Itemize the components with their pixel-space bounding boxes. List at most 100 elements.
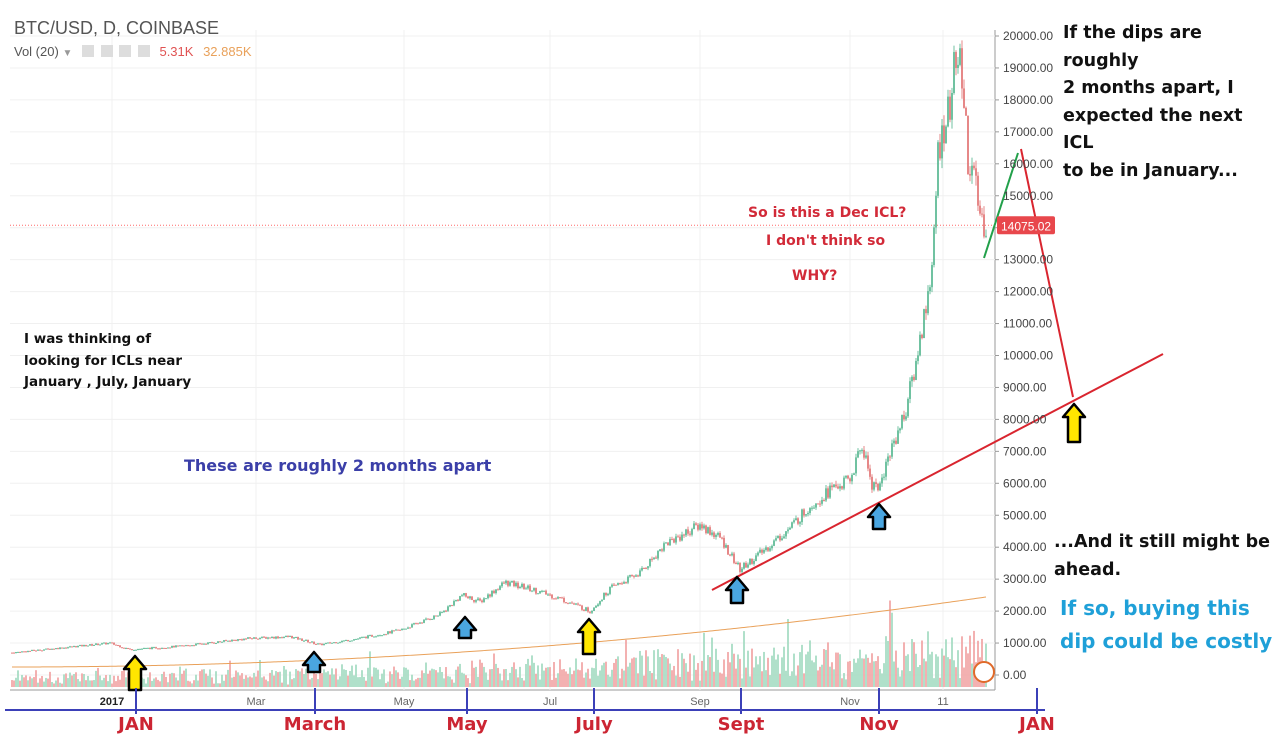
candle-body xyxy=(19,651,21,653)
volume-bar xyxy=(171,672,173,687)
volume-bar xyxy=(411,674,413,687)
volume-bar xyxy=(53,683,55,687)
candle-body xyxy=(239,639,241,641)
candle-body xyxy=(415,623,417,625)
candle-body xyxy=(105,642,107,645)
candle-body xyxy=(689,533,691,535)
candle-body xyxy=(545,590,547,595)
drawn-overlays xyxy=(122,148,1164,692)
volume-bar xyxy=(867,657,869,687)
candle-body xyxy=(645,568,647,570)
volume-bar xyxy=(699,680,701,687)
volume-bar xyxy=(937,656,939,687)
y-tick-label: 20000.00 xyxy=(1003,29,1053,43)
volume-bar xyxy=(71,675,73,687)
eye-icon[interactable] xyxy=(81,45,94,58)
volume-bar xyxy=(401,676,403,687)
chevron-down-icon[interactable]: ▼ xyxy=(62,48,73,59)
volume-bar xyxy=(371,676,373,687)
candle-body xyxy=(189,645,191,647)
volume-bar xyxy=(759,656,761,687)
candle-body xyxy=(489,594,491,597)
candle-body xyxy=(575,603,577,605)
volume-bar xyxy=(647,656,649,687)
volume-bar xyxy=(933,678,935,687)
volume-bar xyxy=(675,675,677,687)
volume-bar xyxy=(809,640,811,687)
candle-body xyxy=(379,635,381,637)
volume-bar xyxy=(43,681,45,687)
candle-body xyxy=(357,638,359,640)
candle-body xyxy=(25,651,27,653)
volume-bar xyxy=(669,663,671,687)
volume-bar xyxy=(449,676,451,687)
candle-body xyxy=(937,142,939,196)
volume-bar xyxy=(853,658,855,687)
volume-bar xyxy=(363,676,365,687)
indicator-control-icons[interactable] xyxy=(81,45,150,60)
candle-body xyxy=(417,623,419,625)
candle-body xyxy=(531,590,533,592)
volume-bar xyxy=(233,676,235,687)
candle-body xyxy=(681,534,683,541)
volume-bar xyxy=(493,653,495,687)
volume-bar xyxy=(39,678,41,687)
volume-bar xyxy=(463,673,465,687)
candle-body xyxy=(519,586,521,589)
volume-bar xyxy=(415,679,417,687)
candle-body xyxy=(493,590,495,594)
candle-body xyxy=(615,584,617,586)
more-icon[interactable] xyxy=(119,45,132,58)
volume-bar xyxy=(289,671,291,687)
candle-body xyxy=(711,532,713,535)
candle-body xyxy=(199,643,201,645)
candle-body xyxy=(961,48,963,89)
candle-body xyxy=(507,580,509,586)
candle-body xyxy=(757,552,759,556)
candle-body xyxy=(595,606,597,608)
volume-bar xyxy=(603,662,605,687)
volume-bar xyxy=(875,661,877,687)
candle-body xyxy=(437,615,439,617)
volume-bar xyxy=(319,665,321,687)
volume-bar xyxy=(385,683,387,687)
volume-bar xyxy=(755,656,757,687)
candle-body xyxy=(731,553,733,556)
candle-body xyxy=(329,642,331,644)
volume-bar xyxy=(383,669,385,687)
candle-body xyxy=(903,414,905,420)
volume-bar xyxy=(757,664,759,687)
candle-body xyxy=(611,584,613,587)
candle-body xyxy=(599,601,601,605)
candle-body xyxy=(27,650,29,652)
volume-bar xyxy=(63,674,65,687)
volume-bar xyxy=(277,672,279,687)
candle-body xyxy=(267,637,269,639)
candle-body xyxy=(185,645,187,647)
projection-line xyxy=(1020,148,1074,398)
candle-body xyxy=(377,635,379,637)
candle-body xyxy=(811,507,813,509)
candle-body xyxy=(861,449,863,451)
candle-body xyxy=(643,567,645,569)
volume-bar xyxy=(543,670,545,687)
volume-bar xyxy=(321,673,323,687)
candle-body xyxy=(13,652,15,654)
volume-bar xyxy=(271,670,273,687)
close-icon[interactable] xyxy=(137,45,150,58)
volume-bar xyxy=(309,679,311,687)
volume-bar xyxy=(163,671,165,687)
candle-body xyxy=(619,583,621,585)
volume-bar xyxy=(605,661,607,687)
last-price-badge xyxy=(997,216,1055,235)
candle-body xyxy=(655,557,657,559)
x-tick-label: Nov xyxy=(840,696,860,708)
volume-bar xyxy=(539,679,541,687)
settings-icon[interactable] xyxy=(100,45,113,58)
volume-bar xyxy=(315,673,317,687)
volume-bar xyxy=(663,654,665,687)
volume-bar xyxy=(203,669,205,687)
volume-bar xyxy=(343,669,345,687)
volume-bar xyxy=(873,661,875,687)
candle-body xyxy=(807,513,809,515)
